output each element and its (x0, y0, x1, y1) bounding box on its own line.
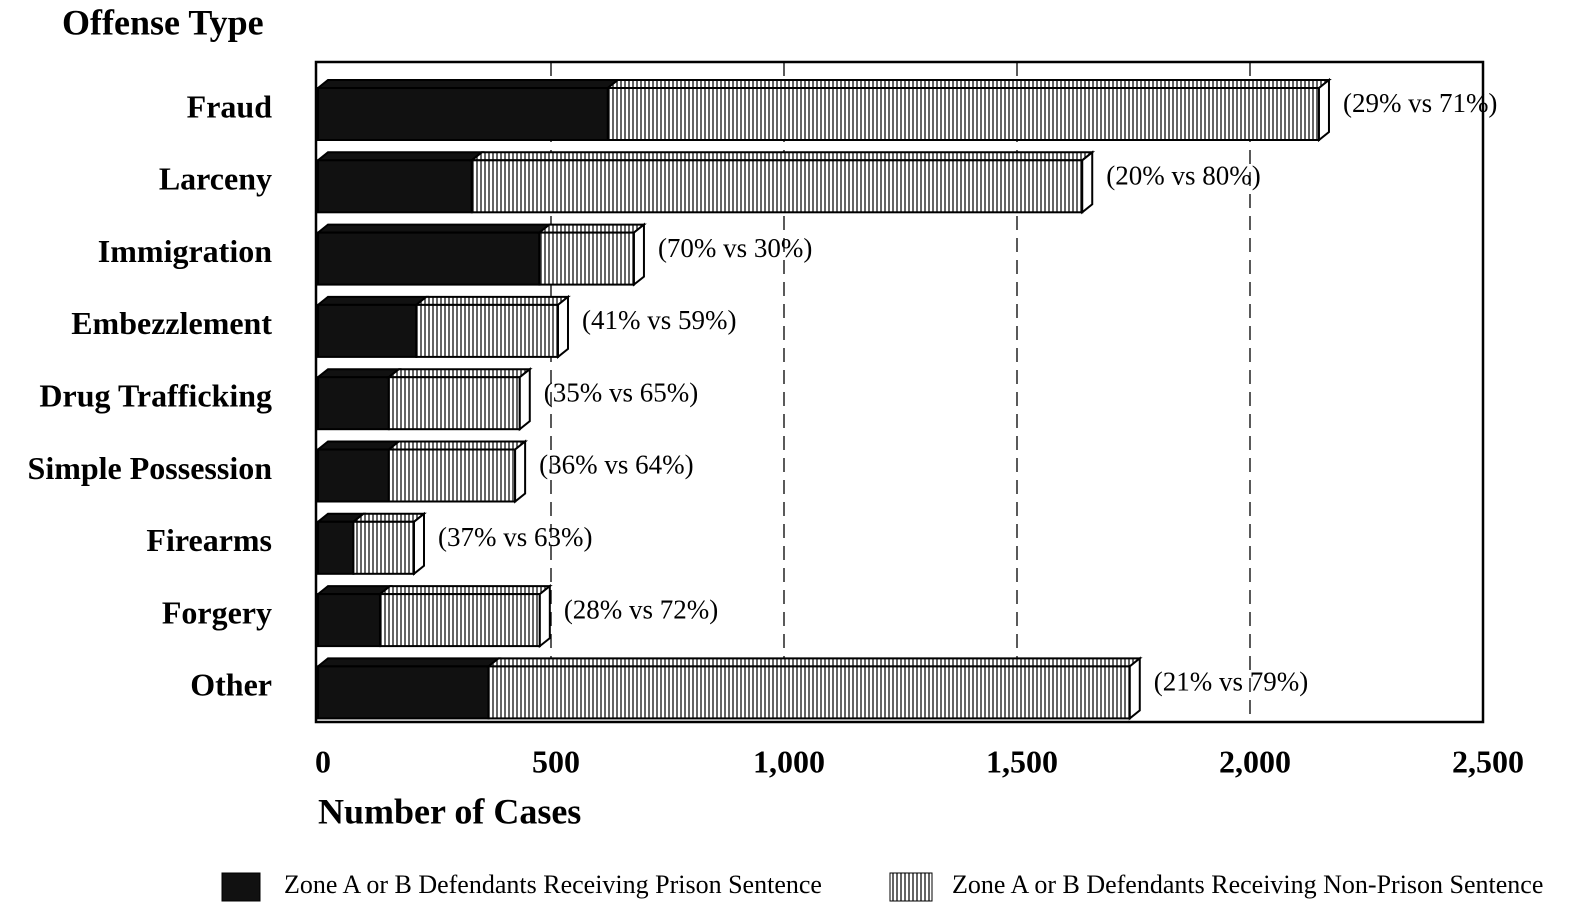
bar-label: (21% vs 79%) (1154, 667, 1308, 697)
y-axis-title: Offense Type (62, 2, 264, 42)
x-tick-label: 500 (532, 743, 580, 779)
bar-side (1081, 150, 1094, 215)
bar (538, 231, 635, 286)
bar-label: (41% vs 59%) (582, 305, 736, 335)
bar (352, 520, 415, 575)
bar-label: (37% vs 63%) (438, 522, 592, 552)
y-tick-label: Immigration (98, 233, 272, 269)
y-tick-label: Larceny (159, 161, 272, 197)
x-axis-title: Number of Cases (318, 791, 581, 831)
y-tick-label: Embezzlement (71, 305, 272, 341)
x-tick-label: 0 (315, 743, 331, 779)
x-tick-label: 1,000 (753, 743, 825, 779)
y-tick-label: Forgery (162, 594, 272, 630)
bar-top (485, 657, 1143, 668)
y-tick-label: Fraud (187, 88, 273, 124)
legend-swatch (889, 872, 933, 902)
bar-top (413, 295, 571, 306)
bar-top (315, 585, 393, 596)
bar-top (605, 79, 1332, 89)
bar-top (536, 223, 647, 234)
bar (317, 376, 390, 431)
bar-side (514, 439, 527, 504)
bar-label: (36% vs 64%) (539, 450, 693, 480)
bar (317, 520, 355, 575)
bar-side (412, 511, 425, 576)
bar (317, 665, 490, 720)
bar (378, 593, 541, 648)
bar-top (315, 295, 430, 306)
bar-side (518, 367, 531, 432)
bar (470, 159, 1084, 214)
bar (317, 448, 390, 503)
bar-top (385, 440, 528, 451)
bar-side (538, 584, 551, 649)
x-tick-label: 2,500 (1452, 743, 1524, 779)
bar-top (315, 79, 621, 89)
bar-top (315, 223, 553, 234)
legend-label: Zone A or B Defendants Receiving Prison … (284, 870, 822, 899)
bar (487, 665, 1131, 720)
legend-label: Zone A or B Defendants Receiving Non-Pri… (952, 870, 1543, 899)
bar (317, 303, 418, 358)
bar-label: (20% vs 80%) (1106, 161, 1260, 191)
bar (317, 87, 609, 141)
bar-label: (28% vs 72%) (564, 594, 718, 624)
bar (606, 87, 1320, 141)
bar-top (350, 512, 427, 523)
bar-label: (35% vs 65%) (544, 377, 698, 407)
bar-label: (70% vs 30%) (658, 233, 812, 263)
y-tick-label: Firearms (146, 522, 272, 558)
bar (317, 593, 381, 648)
bar-top (315, 151, 485, 162)
bar-side (1128, 656, 1141, 721)
bar-top (385, 368, 533, 379)
y-tick-label: Drug Trafficking (39, 378, 272, 414)
bar (387, 448, 517, 503)
plot-frame (314, 60, 1485, 724)
bar-label: (29% vs 71%) (1343, 88, 1497, 118)
bar (415, 303, 559, 358)
bar-side (632, 222, 645, 287)
bar (387, 376, 521, 431)
bar-side (1317, 77, 1330, 143)
bar-top (377, 585, 553, 596)
bar-side (556, 294, 569, 359)
x-tick-label: 2,000 (1219, 743, 1291, 779)
x-tick-label: 1,500 (986, 743, 1058, 779)
y-tick-label: Other (190, 667, 272, 703)
bar-top (315, 368, 402, 379)
bar-top (468, 151, 1096, 162)
bar-top (315, 440, 402, 451)
bar-top (315, 657, 502, 668)
y-tick-label: Simple Possession (28, 450, 273, 486)
legend-swatch (221, 872, 261, 902)
bar (317, 159, 473, 214)
bar (317, 231, 541, 286)
